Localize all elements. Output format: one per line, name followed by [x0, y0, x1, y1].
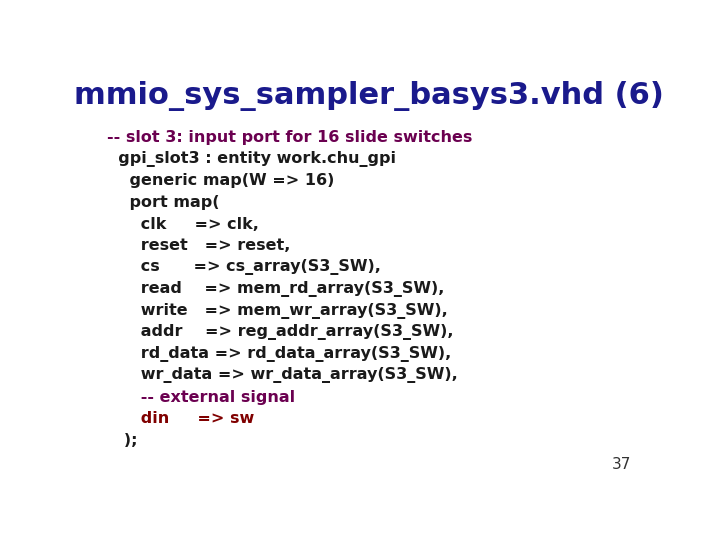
Text: reset   => reset,: reset => reset, — [107, 238, 290, 253]
Text: generic map(W => 16): generic map(W => 16) — [107, 173, 334, 188]
Text: );: ); — [107, 433, 138, 448]
Text: rd_data => rd_data_array(S3_SW),: rd_data => rd_data_array(S3_SW), — [107, 346, 451, 362]
Text: clk     => clk,: clk => clk, — [107, 217, 258, 232]
Text: wr_data => wr_data_array(S3_SW),: wr_data => wr_data_array(S3_SW), — [107, 367, 457, 383]
Text: cs      => cs_array(S3_SW),: cs => cs_array(S3_SW), — [107, 259, 381, 275]
Text: mmio_sys_sampler_basys3.vhd (6): mmio_sys_sampler_basys3.vhd (6) — [74, 82, 664, 111]
Text: addr    => reg_addr_array(S3_SW),: addr => reg_addr_array(S3_SW), — [107, 324, 454, 340]
Text: read    => mem_rd_array(S3_SW),: read => mem_rd_array(S3_SW), — [107, 281, 444, 297]
Text: -- slot 3: input port for 16 slide switches: -- slot 3: input port for 16 slide switc… — [107, 130, 472, 145]
Text: -- external signal: -- external signal — [107, 389, 295, 404]
Text: 37: 37 — [612, 457, 631, 472]
Text: port map(: port map( — [107, 195, 220, 210]
Text: gpi_slot3 : entity work.chu_gpi: gpi_slot3 : entity work.chu_gpi — [107, 151, 396, 167]
Text: write   => mem_wr_array(S3_SW),: write => mem_wr_array(S3_SW), — [107, 302, 448, 319]
Text: din     => sw: din => sw — [107, 411, 254, 426]
